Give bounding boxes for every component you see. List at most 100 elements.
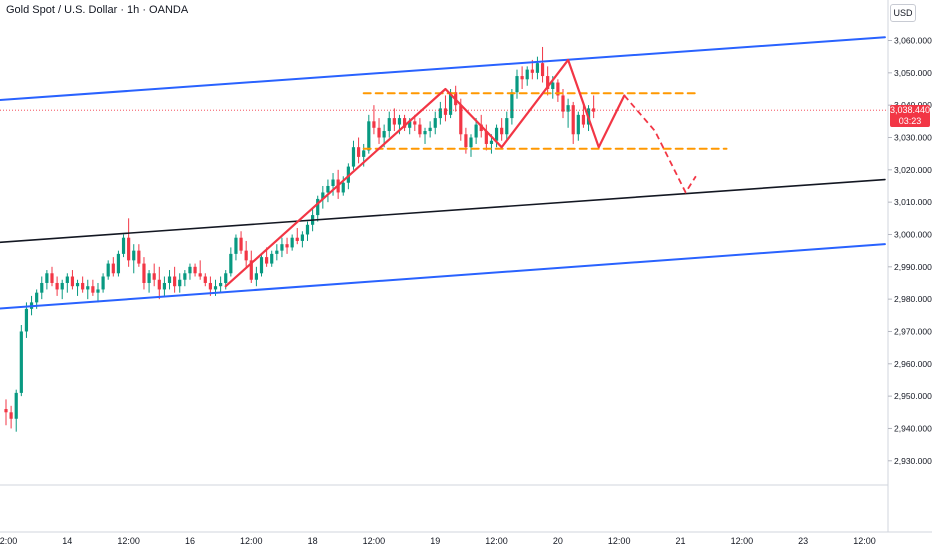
upper-channel-line: [0, 36, 886, 102]
candle-body: [535, 63, 540, 73]
candle-body: [397, 118, 402, 125]
candle-body: [208, 282, 212, 290]
candle-body: [162, 282, 167, 290]
candle-body: [367, 121, 371, 151]
candle-body: [178, 279, 182, 287]
y-tick-label: 3,020.000: [894, 165, 932, 175]
candle-body: [193, 266, 197, 274]
candle-body: [525, 69, 529, 80]
candle-body: [581, 114, 586, 125]
candle-body: [229, 253, 233, 274]
candle-body: [494, 127, 499, 141]
candle-body: [316, 198, 320, 216]
candle-body: [285, 244, 289, 248]
y-tick-label: 2,940.000: [894, 423, 932, 433]
candle-body: [270, 253, 274, 264]
candle-body: [571, 105, 575, 135]
candle-body: [121, 237, 126, 254]
x-tick-label: 14: [62, 536, 72, 546]
candle-body: [546, 76, 550, 89]
candle-body: [203, 276, 207, 283]
y-tick-label: 2,990.000: [894, 262, 932, 272]
x-tick-label: 12:00: [731, 536, 754, 546]
x-tick-label: 18: [308, 536, 318, 546]
x-tick-label: 12:00: [240, 536, 263, 546]
forecast-dashed-arrow: [623, 94, 697, 194]
candle-body: [331, 179, 335, 186]
candle-body: [70, 276, 75, 287]
candle-body: [500, 127, 504, 135]
current-price-value: 3,038.440: [890, 105, 931, 115]
candle-body: [408, 121, 412, 128]
candle-body: [520, 76, 524, 80]
candle-body: [576, 114, 580, 135]
candle-body: [142, 263, 146, 283]
candle-body: [127, 237, 131, 261]
candle-body: [116, 253, 121, 274]
candle-body: [418, 124, 422, 135]
candle-body: [515, 76, 519, 93]
candle-body: [392, 118, 396, 125]
candle-body: [86, 286, 90, 290]
y-tick-label: 2,980.000: [894, 294, 932, 304]
candle-body: [147, 273, 151, 283]
candle-body: [152, 273, 156, 280]
y-tick-label: 2,950.000: [894, 391, 932, 401]
candle-body: [448, 92, 453, 115]
candle-body: [35, 292, 39, 303]
candle-body: [249, 260, 253, 280]
currency-button[interactable]: USD: [890, 4, 916, 22]
drawing-annotations: [0, 36, 888, 310]
candle-body: [167, 276, 172, 283]
x-tick-label: 20: [553, 536, 563, 546]
candle-body: [275, 250, 279, 254]
candle-body: [484, 131, 488, 144]
candle-body: [254, 273, 258, 280]
candle-body: [106, 263, 110, 277]
candle-body: [50, 273, 54, 283]
y-tick-label: 3,010.000: [894, 197, 932, 207]
candle-body: [530, 69, 534, 73]
x-tick-label: 12:00: [117, 536, 140, 546]
candle-body: [428, 127, 432, 132]
candle-body: [219, 282, 223, 287]
x-tick-label: 12:00: [363, 536, 386, 546]
candle-body: [239, 237, 243, 251]
candle-body: [295, 237, 299, 241]
candle-body: [443, 108, 448, 115]
candlestick-series: [4, 46, 596, 432]
chart-title: Gold Spot / U.S. Dollar · 1h · OANDA: [6, 4, 189, 16]
candle-body: [290, 237, 294, 248]
candle-body: [556, 82, 560, 96]
candle-body: [505, 118, 509, 135]
candle-body: [305, 224, 310, 235]
candle-body: [592, 108, 596, 112]
candle-body: [356, 147, 361, 157]
candle-body: [157, 279, 161, 290]
y-tick-label: 3,050.000: [894, 68, 932, 78]
candle-body: [81, 282, 85, 290]
y-tick-label: 3,060.000: [894, 36, 932, 46]
candle-body: [65, 276, 69, 283]
candle-body: [474, 124, 478, 138]
candle-body: [341, 182, 345, 193]
candle-body: [464, 134, 468, 148]
candle-body: [469, 137, 473, 148]
candle-body: [137, 250, 141, 264]
candle-body: [188, 266, 192, 274]
candle-body: [280, 244, 284, 251]
y-tick-label: 2,970.000: [894, 326, 932, 336]
candle-body: [351, 147, 356, 167]
candle-body: [9, 412, 13, 419]
candle-body: [423, 131, 427, 135]
channel-midline: [0, 178, 886, 244]
x-tick-label: 12:00: [485, 536, 508, 546]
y-tick-label: 2,960.000: [894, 359, 932, 369]
x-tick-label: 12:00: [608, 536, 631, 546]
bar-countdown: 03:23: [898, 116, 922, 126]
candle-body: [45, 273, 49, 283]
y-tick-label: 2,930.000: [894, 456, 932, 466]
candle-body: [265, 257, 269, 264]
